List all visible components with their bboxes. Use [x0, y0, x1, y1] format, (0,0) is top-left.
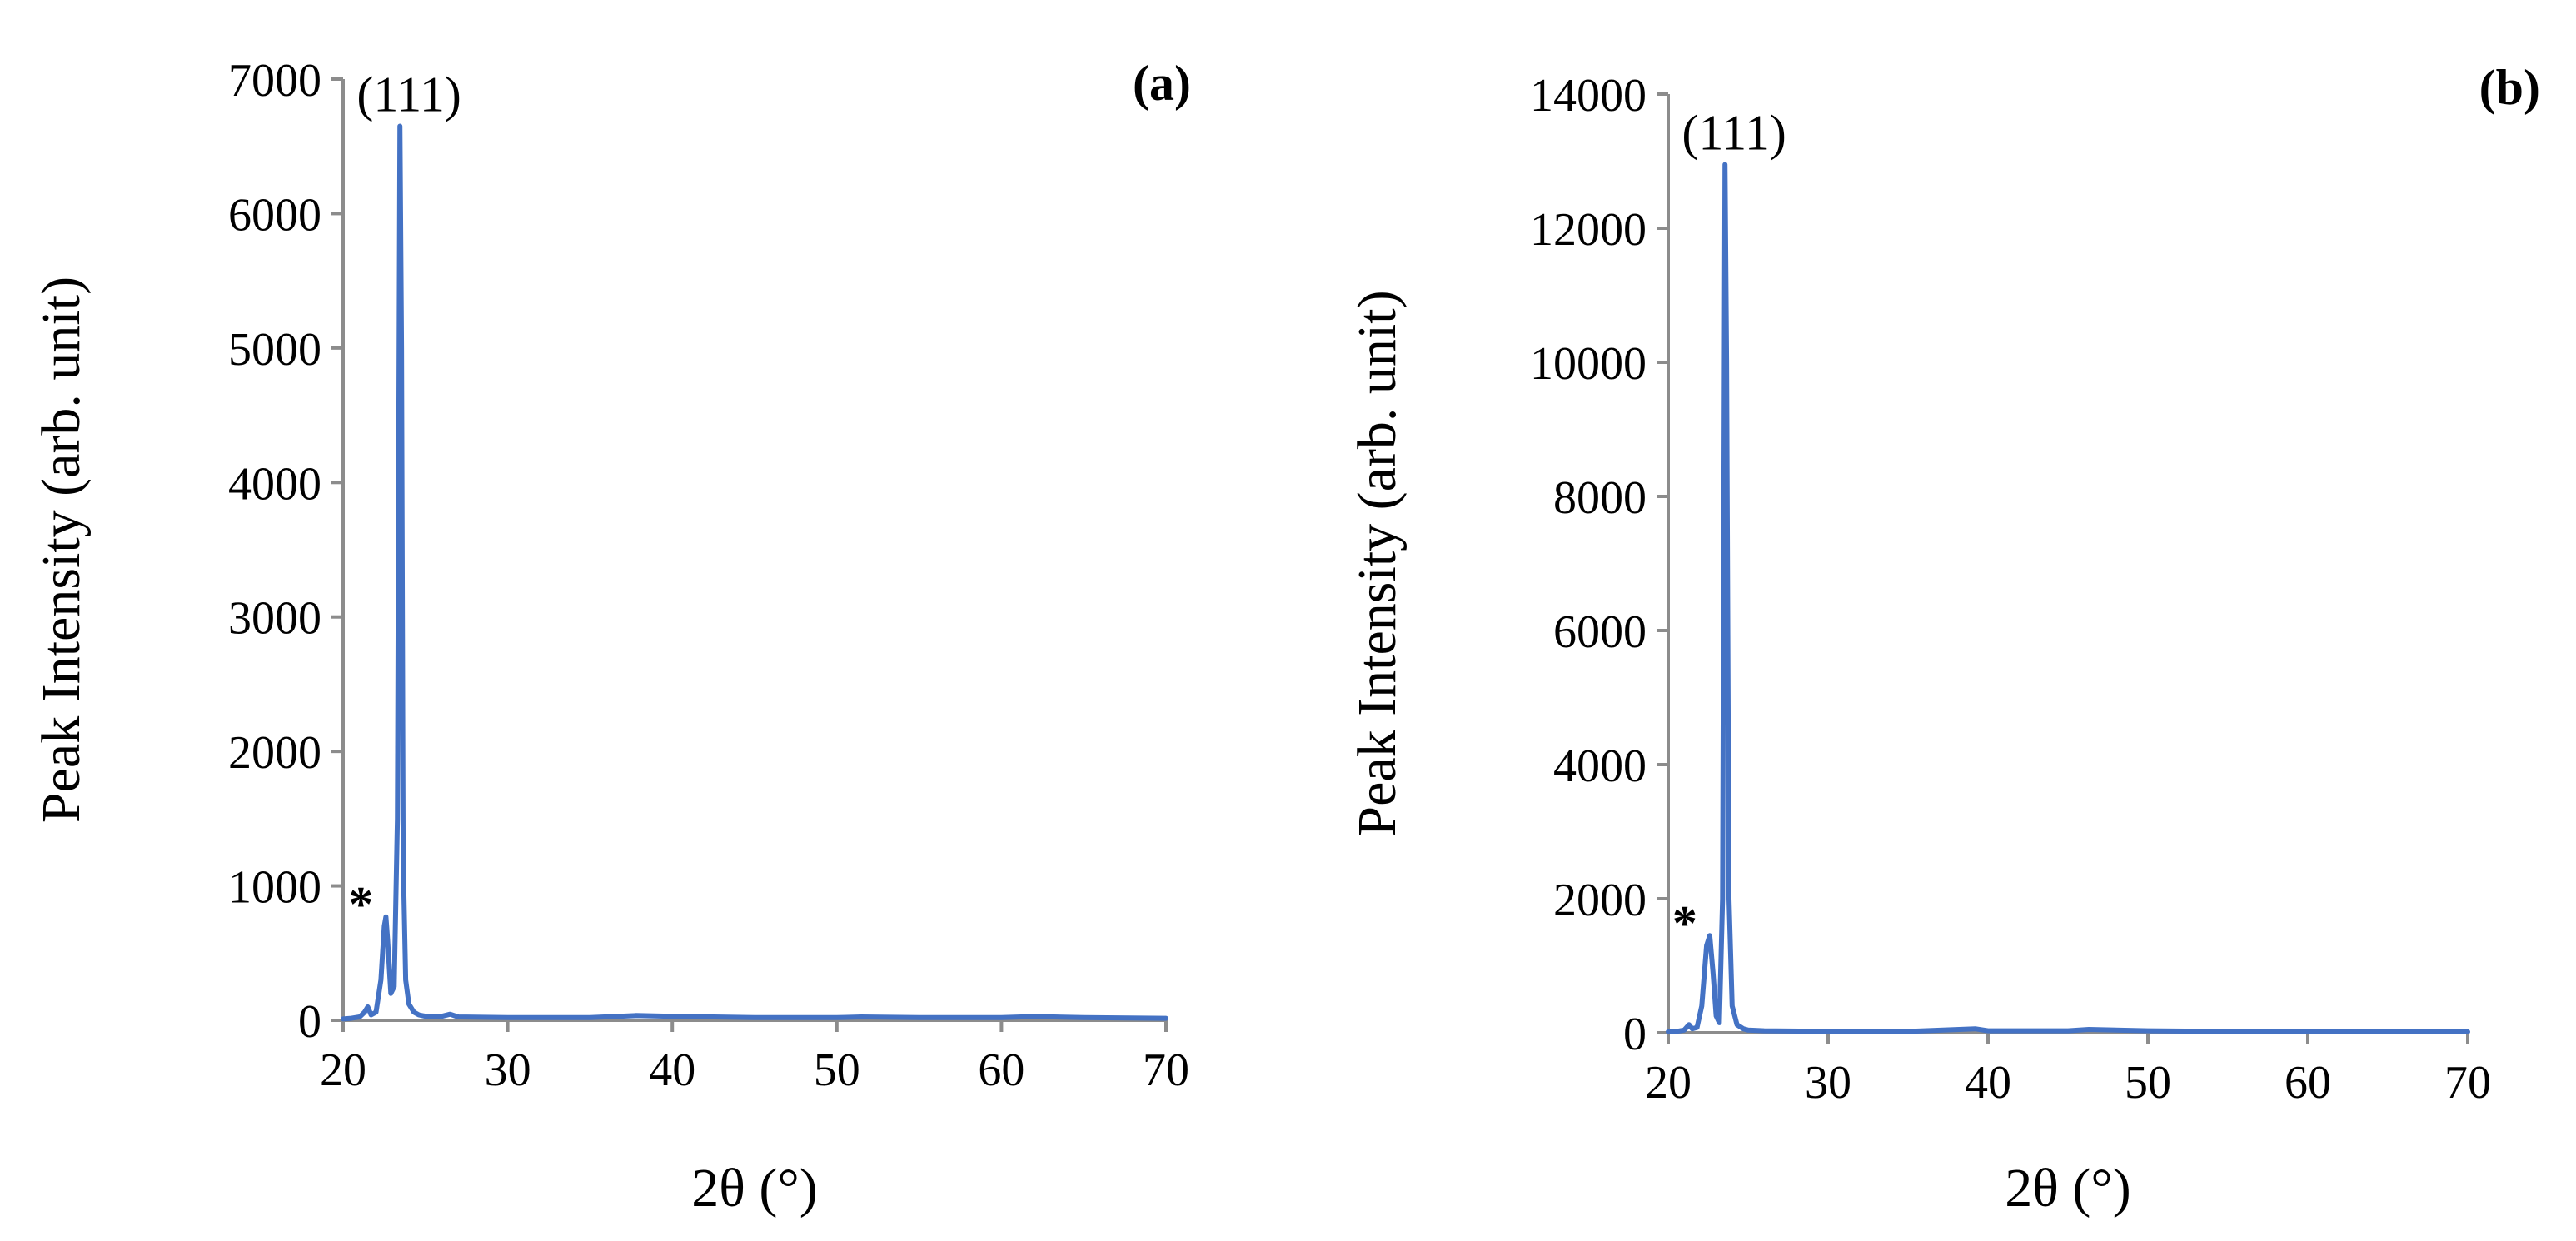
panel-a-x-tick-label: 50 [814, 1044, 860, 1096]
panel-b-y-tick-label: 6000 [1553, 606, 1647, 658]
panel-b-x-tick-label: 60 [2285, 1057, 2331, 1109]
panel-b-peak-annotation: (111) [1682, 106, 1786, 161]
panel-a-x-tick-label: 30 [485, 1044, 531, 1096]
panel-b-y-tick-label: 2000 [1553, 875, 1647, 926]
panel-b-y-tick-label: 4000 [1553, 740, 1647, 792]
panel-a-x-axis-title: 2θ (°) [691, 1158, 817, 1219]
panel-a-y-tick-label: 5000 [228, 324, 321, 376]
panel-a-y-tick-label: 4000 [228, 458, 321, 510]
panel-a-chart: 20 30 40 50 60 70 0 1000 2000 3000 4000 5000 6000 700… [31, 55, 1191, 1219]
panel-a-x-tick-label: 20 [320, 1044, 366, 1096]
panel-b-x-tick-label: 70 [2444, 1057, 2491, 1109]
panel-a-star-annotation: * [348, 877, 373, 932]
panel-a-label: (a) [1133, 56, 1191, 111]
panel-b-y-axis-title: Peak Intensity (arb. unit) [1347, 290, 1408, 836]
panel-b-y-tick-label: 8000 [1553, 472, 1647, 524]
panel-a-y-tick-label: 0 [298, 996, 321, 1048]
panel-a-y-axis-title: Peak Intensity (arb. unit) [31, 277, 92, 823]
panel-a-y-tick-label: 2000 [228, 727, 321, 779]
panel-a-x-tick-label: 70 [1143, 1044, 1189, 1096]
panel-b-star-annotation: * [1672, 895, 1697, 950]
panel-b-x-tick-label: 20 [1645, 1057, 1692, 1109]
panel-b-series-line [1666, 162, 2470, 1034]
panel-a-peak-annotation: (111) [356, 67, 461, 122]
panel-b-x-tick-label: 50 [2125, 1057, 2171, 1109]
panel-a-y-tick-label: 3000 [228, 593, 321, 645]
panel-a-x-tick-label: 60 [978, 1044, 1024, 1096]
panel-b-y-tick-label: 14000 [1530, 70, 1647, 122]
panel-a-y-tick-label: 1000 [228, 862, 321, 914]
panel-b-x-tick-label: 40 [1965, 1057, 2011, 1109]
panel-b-x-axis-title: 2θ (°) [2005, 1158, 2130, 1219]
panel-a-y-tick-label: 6000 [228, 189, 321, 241]
panel-a-series-line [341, 123, 1168, 1022]
panel-a-x-tick-label: 40 [649, 1044, 695, 1096]
panel-b-chart: 20 30 40 50 60 70 0 2000 4000 6000 8000 10000 12000 1… [1347, 60, 2540, 1219]
panel-b-x-tick-label: 30 [1805, 1057, 1851, 1109]
panel-b-y-tick-label: 0 [1623, 1009, 1647, 1060]
panel-b-label: (b) [2479, 60, 2540, 115]
panel-b-y-tick-label: 12000 [1530, 204, 1647, 256]
panel-b-y-tick-label: 10000 [1530, 338, 1647, 390]
panel-a-y-tick-label: 7000 [228, 55, 321, 107]
